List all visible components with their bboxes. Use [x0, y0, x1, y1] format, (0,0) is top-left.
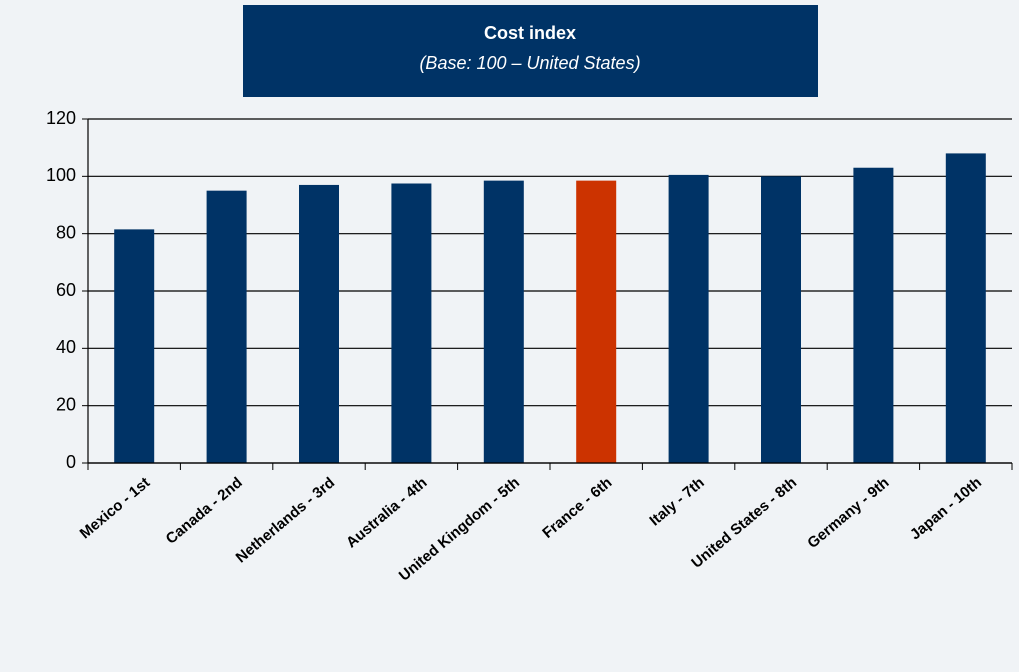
title-box: [243, 5, 818, 97]
bar: [668, 174, 709, 463]
bar: [391, 183, 432, 463]
chart-subtitle: (Base: 100 – United States): [419, 53, 640, 73]
y-tick-label: 80: [56, 222, 76, 242]
bar: [114, 229, 155, 463]
y-tick-label: 60: [56, 280, 76, 300]
bar: [853, 167, 894, 463]
x-tick-label: Canada - 2nd: [163, 474, 246, 548]
y-tick-label: 120: [46, 108, 76, 128]
x-tick-label: Japan - 10th: [907, 474, 985, 543]
chart-title: Cost index: [484, 23, 576, 43]
bar: [299, 184, 339, 463]
bar: [576, 180, 617, 463]
bar: [761, 176, 801, 464]
bar: [483, 180, 524, 463]
x-tick-label: France - 6th: [539, 474, 615, 542]
y-tick-label: 20: [56, 394, 76, 414]
bar: [945, 153, 986, 463]
x-tick-label: Mexico - 1st: [77, 474, 154, 542]
x-tick-label: Australia - 4th: [343, 474, 431, 551]
bar: [206, 190, 247, 463]
x-tick-label: Germany - 9th: [804, 474, 892, 552]
y-tick-label: 40: [56, 337, 76, 357]
x-tick-label: Italy - 7th: [646, 474, 707, 529]
x-tick-label: Netherlands - 3rd: [233, 474, 338, 566]
y-tick-label: 0: [66, 452, 76, 472]
y-tick-label: 100: [46, 165, 76, 185]
